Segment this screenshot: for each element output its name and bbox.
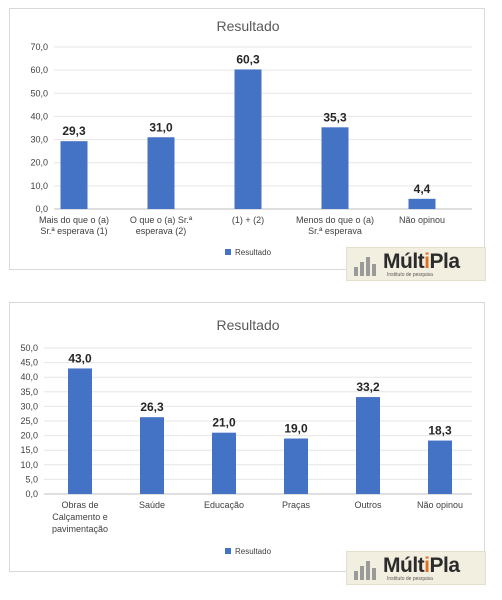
x-tick-label: Não opinou xyxy=(417,500,463,510)
legend-label: Resultado xyxy=(235,547,272,556)
y-tick-label: 70,0 xyxy=(30,42,48,52)
y-tick-label: 45,0 xyxy=(20,358,38,368)
chart-title: Resultado xyxy=(216,18,279,34)
chart-panel-1: Resultado 0,0 10,0 20,0 30,0 40,0 50,0 60,0 70,0… xyxy=(9,8,485,270)
y-tick-label: 30,0 xyxy=(30,135,48,145)
y-tick-label: 10,0 xyxy=(20,460,38,470)
x-tick-label-line: esperava (2) xyxy=(136,226,187,236)
logo-wordmark: MúltiPla xyxy=(383,554,460,577)
x-tick-label: Não opinou xyxy=(399,215,445,225)
logo-tagline: Instituto de pesquisa xyxy=(387,576,433,582)
logo-bars-icon xyxy=(354,256,380,276)
legend-label: Resultado xyxy=(235,248,272,257)
data-label: 35,3 xyxy=(323,110,347,124)
x-tick-label-line: Mais do que o (a) xyxy=(39,215,109,225)
y-tick-label: 0,0 xyxy=(35,204,48,214)
y-tick-label: 5,0 xyxy=(25,474,38,484)
bar xyxy=(212,432,236,494)
x-tick-label: O que o (a) Sr.ª esperava (2) xyxy=(130,215,193,236)
data-label: 31,0 xyxy=(149,120,173,134)
x-tick-label-line: Sr.ª esperava (1) xyxy=(40,226,107,236)
logo-bars-icon xyxy=(354,560,380,580)
bar xyxy=(408,198,436,209)
x-tick-label-line: Não opinou xyxy=(417,500,463,510)
x-tick-label: Educação xyxy=(204,500,244,510)
logo-wordmark: MúltiPla xyxy=(383,250,460,273)
x-tick-label: Menos do que o (a) Sr.ª esperava xyxy=(296,215,374,236)
x-tick-label-line: pavimentação xyxy=(52,524,108,534)
bar xyxy=(321,127,349,209)
bar xyxy=(68,368,92,494)
x-tick-label-line: Praças xyxy=(282,500,311,510)
x-tick-label-line: Saúde xyxy=(139,500,165,510)
data-label: 21,0 xyxy=(212,416,236,430)
bar-chart-2: Resultado 0,0 5,0 10,0 15,0 20,0 25,0 30,0 35,0 4… xyxy=(20,317,472,556)
y-tick-label: 40,0 xyxy=(20,372,38,382)
multipla-logo: MúltiPla Instituto de pesquisa xyxy=(346,247,486,281)
y-tick-label: 20,0 xyxy=(20,431,38,441)
x-tick-label: Outros xyxy=(354,500,382,510)
bar xyxy=(284,438,308,494)
y-tick-label: 20,0 xyxy=(30,158,48,168)
x-tick-label-line: Não opinou xyxy=(399,215,445,225)
bar xyxy=(234,69,262,209)
y-tick-label: 50,0 xyxy=(20,343,38,353)
x-tick-label-line: Calçamento e xyxy=(52,512,108,522)
x-tick-label-line: Educação xyxy=(204,500,244,510)
y-tick-label: 15,0 xyxy=(20,445,38,455)
bar xyxy=(428,440,452,494)
x-tick-label-line: Menos do que o (a) xyxy=(296,215,374,225)
x-tick-label: (1) + (2) xyxy=(232,215,264,225)
y-tick-label: 35,0 xyxy=(20,387,38,397)
data-label: 33,2 xyxy=(356,380,380,394)
x-tick-label-line: Outros xyxy=(354,500,382,510)
x-tick-label-line: O que o (a) Sr.ª xyxy=(130,215,193,225)
multipla-logo: MúltiPla Instituto de pesquisa xyxy=(346,551,486,585)
y-tick-label: 30,0 xyxy=(20,401,38,411)
data-label: 18,3 xyxy=(428,424,452,438)
bar xyxy=(60,141,88,209)
y-tick-label: 40,0 xyxy=(30,111,48,121)
legend-swatch xyxy=(225,548,231,554)
logo-tagline: Instituto de pesquisa xyxy=(387,272,433,278)
bar xyxy=(140,417,164,494)
x-tick-label-line: (1) + (2) xyxy=(232,215,264,225)
y-tick-label: 10,0 xyxy=(30,181,48,191)
y-tick-label: 0,0 xyxy=(25,489,38,499)
x-tick-label-line: Obras de xyxy=(61,500,98,510)
y-tick-label: 25,0 xyxy=(20,416,38,426)
data-label: 26,3 xyxy=(140,400,164,414)
x-tick-label: Praças xyxy=(282,500,311,510)
y-tick-label: 50,0 xyxy=(30,88,48,98)
bar xyxy=(356,397,380,494)
bar-chart-1: Resultado 0,0 10,0 20,0 30,0 40,0 50,0 60,0 70,0… xyxy=(30,18,472,257)
x-tick-label-line: Sr.ª esperava xyxy=(308,226,362,236)
chart-title: Resultado xyxy=(216,317,279,333)
data-label: 4,4 xyxy=(414,182,431,196)
x-tick-label: Mais do que o (a) Sr.ª esperava (1) xyxy=(39,215,109,236)
data-label: 29,3 xyxy=(62,124,86,138)
bar xyxy=(147,137,175,209)
y-tick-label: 60,0 xyxy=(30,65,48,75)
data-label: 60,3 xyxy=(236,52,260,66)
legend-swatch xyxy=(225,249,231,255)
data-label: 43,0 xyxy=(68,351,92,365)
chart-panel-2: Resultado 0,0 5,0 10,0 15,0 20,0 25,0 30,0 35,0 4… xyxy=(9,302,485,572)
x-tick-label: Saúde xyxy=(139,500,165,510)
data-label: 19,0 xyxy=(284,422,308,436)
x-tick-label: Obras de Calçamento e pavimentação xyxy=(52,500,108,534)
